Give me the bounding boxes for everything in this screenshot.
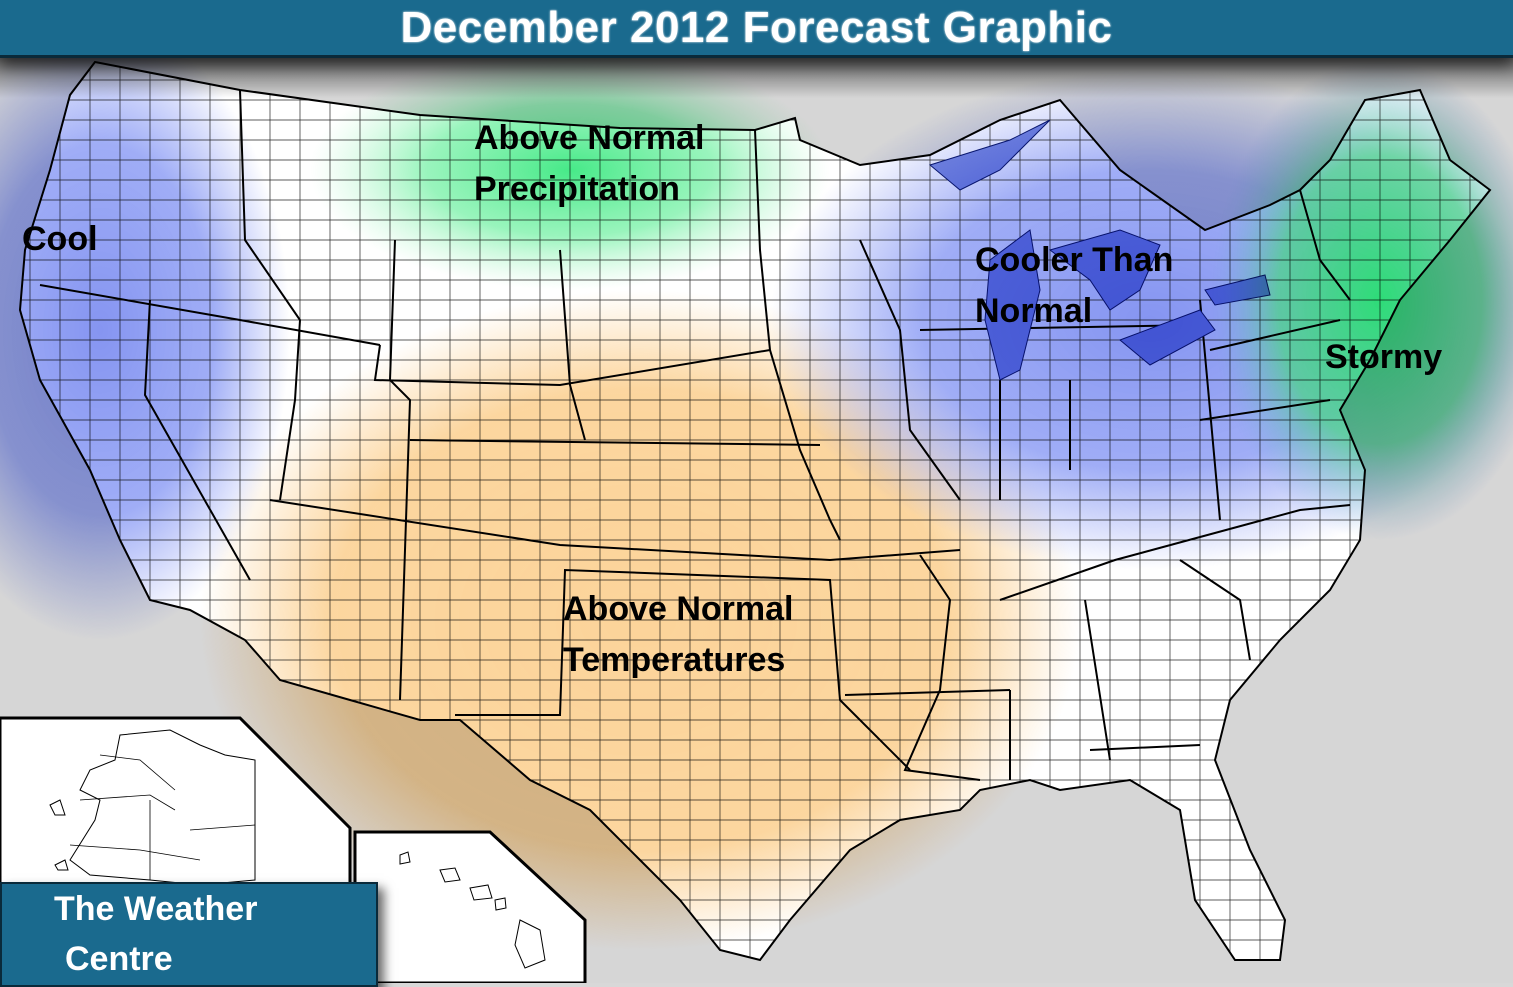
label-temp-line1: Above Normal	[563, 590, 794, 628]
cool-zone-west	[0, 58, 290, 640]
label-precip-line1: Above Normal	[474, 119, 705, 157]
label-temp-line2: Temperatures	[563, 641, 786, 679]
brand-line1: The Weather	[54, 890, 258, 928]
forecast-overlays	[0, 58, 1513, 950]
label-stormy-text: Stormy	[1325, 338, 1443, 376]
precip-zone	[310, 58, 830, 290]
brand-line2: Centre	[65, 940, 173, 978]
forecast-map: Cool Above Normal Precipitation Cooler T…	[0, 58, 1513, 983]
us-map-svg	[0, 58, 1513, 983]
storm-zone	[1210, 60, 1513, 540]
label-above-normal-precipitation: Above Normal Precipitation	[474, 113, 705, 215]
page-title: December 2012 Forecast Graphic	[400, 2, 1113, 52]
label-above-normal-temperatures: Above Normal Temperatures	[563, 584, 794, 686]
label-cooler-line2: Normal	[975, 292, 1093, 330]
label-stormy: Stormy	[1325, 332, 1442, 383]
label-precip-line2: Precipitation	[474, 170, 680, 208]
title-bar: December 2012 Forecast Graphic	[0, 0, 1513, 58]
label-cooler-than-normal: Cooler Than Normal	[975, 235, 1173, 337]
branding-box: The Weather Centre	[0, 882, 378, 987]
label-cool: Cool	[22, 214, 98, 265]
label-cooler-line1: Cooler Than	[975, 241, 1174, 279]
label-cool-text: Cool	[22, 220, 98, 258]
